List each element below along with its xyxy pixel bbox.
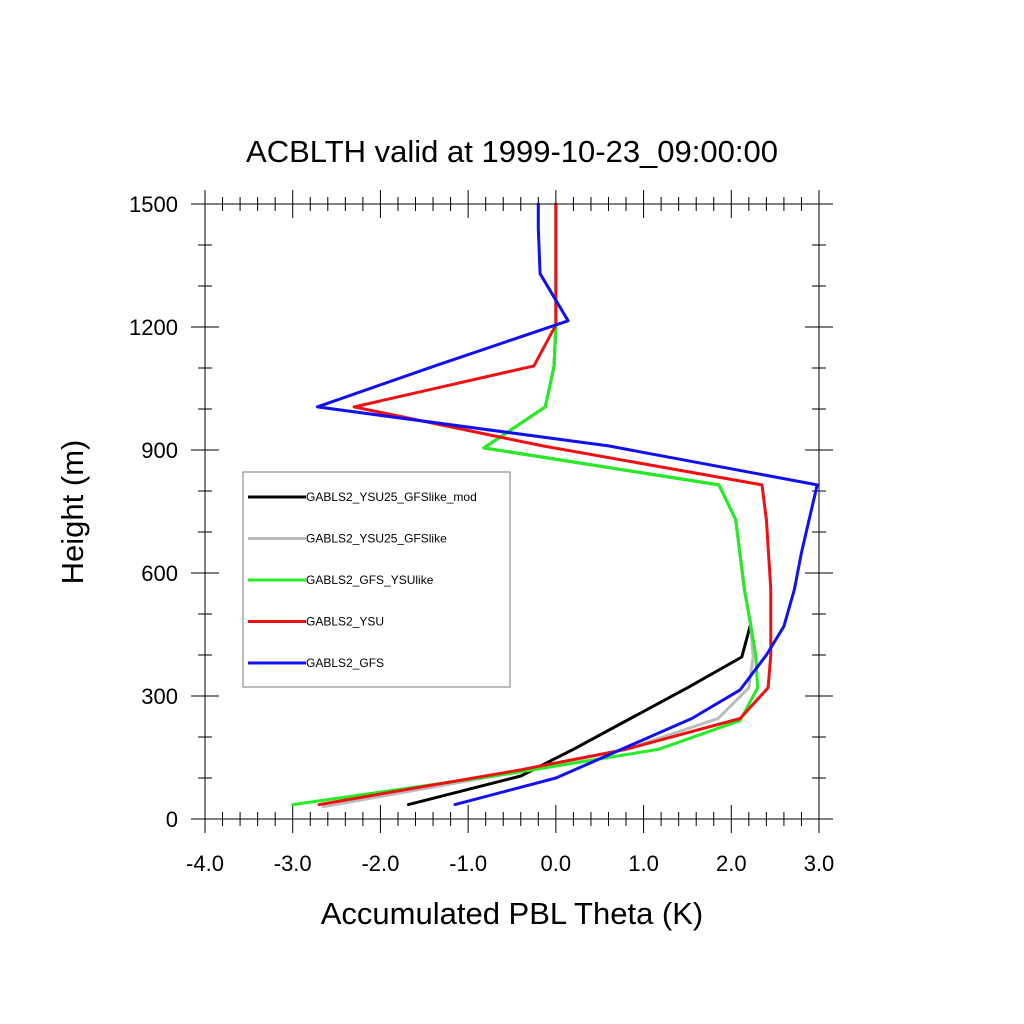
legend-label: GABLS2_GFS_YSUlike bbox=[306, 573, 434, 587]
x-tick-label: -2.0 bbox=[361, 851, 399, 876]
series-line-4 bbox=[317, 202, 773, 807]
x-tick-label: 3.0 bbox=[804, 851, 835, 876]
plot-frame bbox=[204, 203, 820, 820]
x-axis-title: Accumulated PBL Theta (K) bbox=[321, 896, 704, 931]
x-tick-label: -4.0 bbox=[186, 851, 224, 876]
x-tick-label: 0.0 bbox=[541, 851, 572, 876]
y-tick-label: 300 bbox=[141, 684, 178, 709]
legend-label: GABLS2_YSU25_GFSlike_mod bbox=[306, 490, 477, 504]
x-tick-label: -3.0 bbox=[274, 851, 312, 876]
y-tick-label: 600 bbox=[141, 561, 178, 586]
y-tick-label: 1500 bbox=[129, 192, 178, 217]
y-tick-label: 0 bbox=[166, 807, 178, 832]
y-axis-title: Height (m) bbox=[55, 440, 90, 585]
legend-label: GABLS2_GFS bbox=[306, 656, 384, 670]
legend: GABLS2_YSU25_GFSlike_mod GABLS2_YSU25_GFS… bbox=[242, 471, 511, 688]
series-lines bbox=[291, 202, 819, 809]
legend-label: GABLS2_YSU25_GFSlike bbox=[306, 532, 447, 546]
y-tick-label: 900 bbox=[141, 438, 178, 463]
series-line-5 bbox=[315, 202, 819, 807]
tick-labels: -4.0 -3.0 -2.0 -1.0 0.0 1.0 2.0 3.0 0 300 600 900 12… bbox=[129, 192, 834, 876]
y-tick-label: 1200 bbox=[129, 315, 178, 340]
chart-title: ACBLTH valid at 1999-10-23_09:00:00 bbox=[246, 134, 778, 169]
x-tick-label: 1.0 bbox=[628, 851, 659, 876]
x-tick-label: -1.0 bbox=[449, 851, 487, 876]
series-line-3 bbox=[291, 202, 760, 807]
legend-label: GABLS2_YSU bbox=[306, 615, 384, 629]
x-tick-label: 2.0 bbox=[716, 851, 747, 876]
